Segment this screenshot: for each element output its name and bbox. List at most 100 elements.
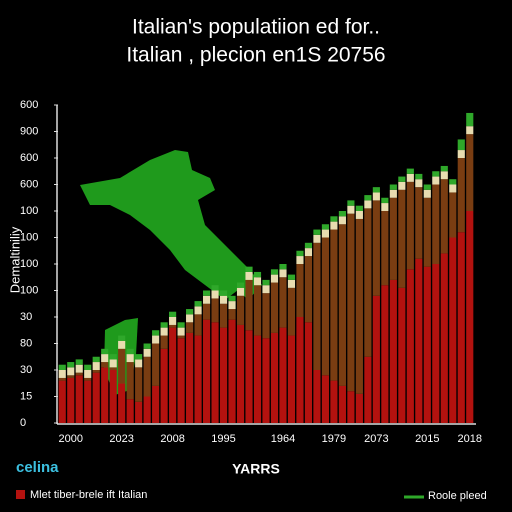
x-tick-label: 2000 <box>58 433 82 445</box>
bar-segment <box>169 311 177 317</box>
bar-segment <box>101 354 109 363</box>
chart-subtitle: Italian , plecion en1S 20756 <box>126 44 385 67</box>
bar-segment <box>186 332 194 423</box>
bar-segment <box>355 211 363 219</box>
y-tick-label: 600 <box>20 178 38 190</box>
bar-segment <box>177 322 185 328</box>
bar-segment <box>296 264 304 317</box>
bar-segment <box>160 335 168 349</box>
bar-segment <box>296 256 304 264</box>
bar-segment <box>381 285 389 423</box>
bar-segment <box>92 372 100 423</box>
bar-segment <box>364 195 372 201</box>
bar-segment <box>321 237 329 376</box>
bar-segment <box>321 224 329 230</box>
bar-segment <box>304 256 313 323</box>
bar-segment <box>211 290 219 299</box>
bar-segment <box>211 285 219 291</box>
bar-segment <box>466 211 474 423</box>
bar-segment <box>101 348 109 355</box>
bar-segment <box>186 309 194 315</box>
bar-segment <box>152 343 160 386</box>
bar-segment <box>92 356 100 363</box>
bar-segment <box>432 171 440 177</box>
x-tick-label: 1979 <box>322 433 346 445</box>
bar-segment <box>449 179 457 185</box>
bar-segment <box>304 322 313 423</box>
bar-segment <box>415 258 423 423</box>
y-tick-label: 600 <box>20 99 38 111</box>
legend-label: Mlet tiber-brele ift Italian <box>30 489 147 501</box>
logo: celina <box>16 459 59 476</box>
bar-segment <box>253 271 262 278</box>
y-tick-label: 100 <box>20 258 38 270</box>
bar-segment <box>313 234 321 243</box>
bar-segment <box>152 335 160 344</box>
bar-segment <box>58 364 66 370</box>
bar-segment <box>440 165 448 172</box>
bar-segment <box>423 189 431 198</box>
y-tick-label: 900 <box>20 125 38 137</box>
bar-segment <box>160 322 168 328</box>
bar-segment <box>203 290 211 296</box>
bar-segment <box>84 370 92 378</box>
bar-segment <box>253 277 262 286</box>
bar-segment <box>118 335 126 341</box>
bar-segment <box>135 367 143 402</box>
bar-segment <box>330 221 338 230</box>
bar-segment <box>457 139 465 151</box>
bar-segment <box>313 229 321 235</box>
bar-segment <box>338 224 346 386</box>
bar-segment <box>466 126 474 135</box>
bar-segment <box>75 364 83 373</box>
bar-segment <box>228 319 236 423</box>
bar-segment <box>135 359 143 368</box>
bar-segment <box>236 324 245 423</box>
bar-segment <box>169 327 177 423</box>
bar-segment <box>101 362 109 368</box>
bar-segment <box>118 383 126 423</box>
bar-segment <box>143 356 151 397</box>
bar-segment <box>135 401 143 423</box>
bar-segment <box>118 348 126 384</box>
bar-segment <box>253 335 262 423</box>
bar-segment <box>169 324 177 328</box>
bar-segment <box>347 200 355 206</box>
bar-segment <box>406 269 414 423</box>
bar-segment <box>364 200 372 209</box>
bar-segment <box>466 134 474 211</box>
bar-segment <box>381 197 389 204</box>
bar-segment <box>355 205 363 211</box>
bar-segment <box>347 213 355 392</box>
legend-label: Roole pleed <box>428 490 487 502</box>
bar-segment <box>194 306 202 315</box>
bar-segment <box>270 282 279 333</box>
bar-segment <box>84 377 92 381</box>
bar-segment <box>389 279 397 423</box>
y-tick-label: 30 <box>20 311 32 323</box>
bar-segment <box>236 287 245 296</box>
x-tick-label: 2008 <box>160 433 184 445</box>
bar-segment <box>75 359 83 365</box>
bar-segment <box>440 253 448 423</box>
bar-segment <box>236 295 245 325</box>
bar-segment <box>313 370 321 423</box>
bar-segment <box>177 335 185 339</box>
plot-area <box>58 112 474 423</box>
bar-segment <box>457 232 465 423</box>
chart-title: Italian's populatiion ed for.. <box>132 16 380 39</box>
bar-segment <box>296 250 304 257</box>
y-tick-label: 0 <box>20 417 26 429</box>
bar-segment <box>109 367 117 370</box>
bar-segment <box>186 322 194 333</box>
bar-segment <box>440 179 448 254</box>
bar-segment <box>143 348 151 357</box>
bar-segment <box>118 340 126 349</box>
y-tick-label: 100 <box>20 205 38 217</box>
bar-segment <box>270 274 279 283</box>
bar-segment <box>398 287 406 423</box>
bar-segment <box>262 338 270 423</box>
bar-segment <box>338 216 346 225</box>
bar-segment <box>126 354 134 363</box>
